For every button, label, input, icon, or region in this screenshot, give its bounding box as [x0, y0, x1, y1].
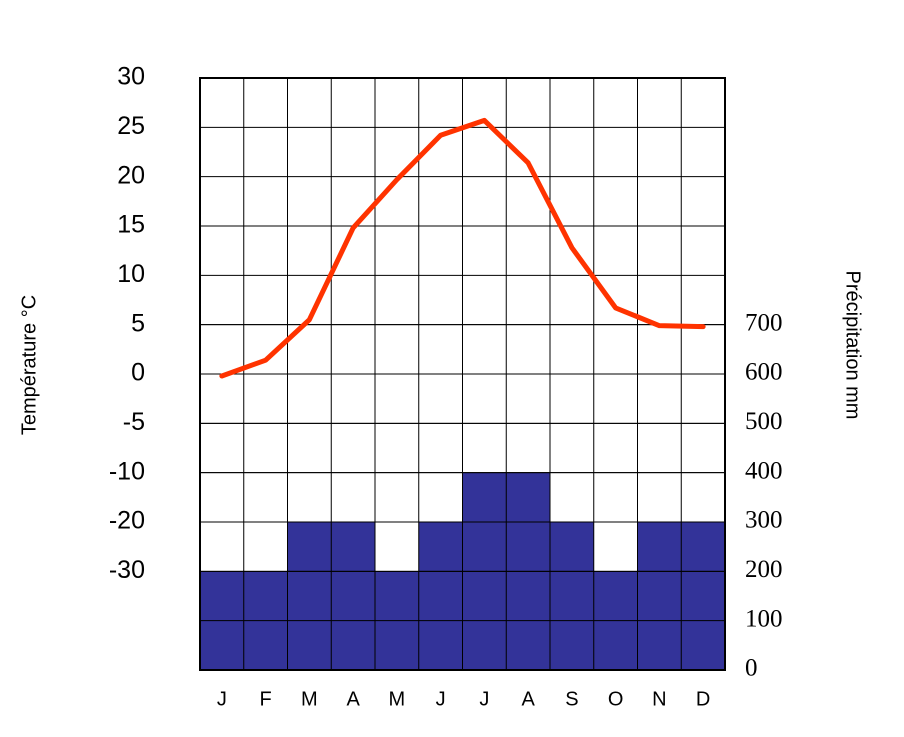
y-tick-label: -20	[109, 507, 145, 535]
y-tick-label: 25	[117, 112, 145, 140]
temperature-line	[219, 117, 706, 379]
y-tick-label: 0	[131, 359, 145, 387]
x-tick-label: J	[217, 688, 227, 710]
x-tick-label: J	[436, 688, 446, 710]
plot-border	[199, 77, 726, 671]
y2-tick-label: 100	[745, 605, 783, 632]
x-tick-label: N	[652, 688, 666, 710]
y-tick-label: -10	[109, 457, 145, 485]
bar	[331, 522, 375, 670]
x-tick-label: J	[479, 688, 489, 710]
bar	[550, 522, 594, 670]
bar	[287, 522, 332, 670]
bar	[637, 522, 682, 670]
y2-tick-label: 300	[745, 507, 783, 534]
y2-tick-label: 400	[745, 457, 783, 484]
x-tick-label: A	[521, 688, 535, 710]
bar	[681, 522, 725, 670]
y-axis-title: Température °C	[18, 295, 40, 435]
y-tick-label: -30	[109, 556, 145, 584]
y-tick-label: -5	[123, 408, 145, 436]
x-tick-label: M	[389, 688, 406, 710]
y-tick-label: 10	[117, 260, 145, 288]
x-tick-label: S	[565, 688, 578, 710]
y2-tick-label: 0	[745, 655, 758, 682]
y-tick-label: 20	[117, 161, 145, 189]
y-tick-label: 15	[117, 211, 145, 239]
y-tick-label: 5	[131, 309, 145, 337]
y2-tick-label: 600	[745, 359, 783, 386]
y2-tick-label: 200	[745, 556, 783, 583]
x-tick-label: D	[696, 688, 710, 710]
x-tick-label: O	[608, 688, 624, 710]
y2-axis-title: Précipitation mm	[842, 271, 864, 420]
y2-tick-label: 500	[745, 408, 783, 435]
bar	[418, 522, 463, 670]
x-tick-label: M	[301, 688, 318, 710]
y-tick-label: 30	[117, 63, 145, 91]
x-tick-label: A	[346, 688, 360, 710]
x-tick-label: F	[260, 688, 272, 710]
y2-tick-label: 700	[745, 309, 783, 336]
